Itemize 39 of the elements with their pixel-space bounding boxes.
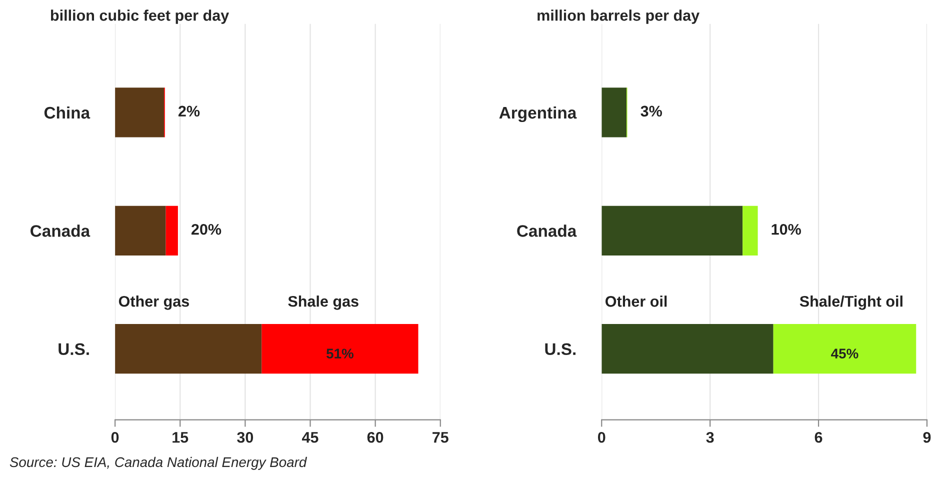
bar xyxy=(602,324,774,374)
bar xyxy=(602,88,627,138)
x-tick-label: 3 xyxy=(706,432,714,443)
annotation: 10% xyxy=(772,224,801,235)
bar xyxy=(115,324,262,374)
bar xyxy=(115,88,164,138)
bar xyxy=(602,206,743,256)
x-tick-label: 30 xyxy=(237,432,254,443)
y-tick-label: U.S. xyxy=(545,343,576,356)
x-tick-label: 60 xyxy=(367,432,384,443)
x-tick-label: 15 xyxy=(172,432,188,443)
y-tick-label: Canada xyxy=(30,224,90,237)
y-tick-label: Canada xyxy=(517,224,577,237)
bar xyxy=(166,206,178,256)
x-tick-label: 45 xyxy=(302,432,318,443)
x-tick-label: 0 xyxy=(598,432,606,443)
annotation: 20% xyxy=(191,224,222,235)
y-tick-label: China xyxy=(44,106,90,119)
source-note: Source: US EIA, Canada National Energy Board xyxy=(10,456,308,470)
series-label: Other gas xyxy=(118,296,189,310)
x-tick-label: 0 xyxy=(111,432,119,443)
bar xyxy=(115,206,166,256)
bar xyxy=(742,206,758,256)
bar xyxy=(773,324,916,374)
y-tick-label: Argentina xyxy=(499,106,577,122)
x-tick-label: 6 xyxy=(814,432,822,443)
y-tick-label: U.S. xyxy=(58,343,89,356)
series-label: Other oil xyxy=(606,296,667,307)
annotation: 2% xyxy=(178,106,200,117)
chart-title: billion cubic feet per day xyxy=(50,10,230,24)
x-tick-label: 9 xyxy=(923,432,931,443)
annotation: 45% xyxy=(831,348,858,358)
chart-title: million barrels per day xyxy=(538,10,700,24)
series-label: Shale/Tight oil xyxy=(800,296,902,310)
annotation: 3% xyxy=(640,106,662,117)
bar xyxy=(262,324,418,374)
annotation: 51% xyxy=(326,348,354,358)
series-label: Shale gas xyxy=(288,296,358,310)
x-tick-label: 75 xyxy=(432,432,448,443)
